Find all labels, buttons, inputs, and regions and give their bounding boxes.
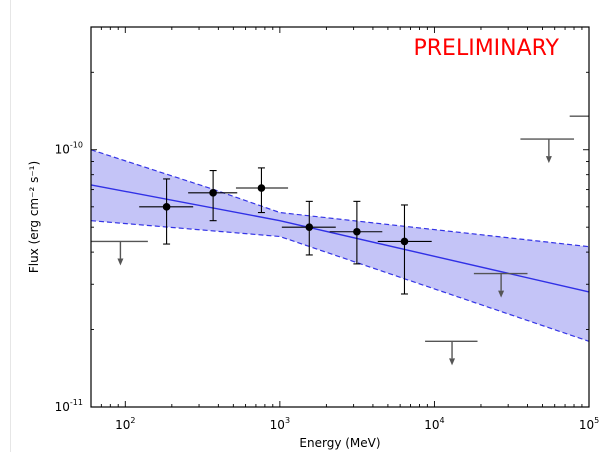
data-point-3 (281, 200, 336, 256)
left-border-rule (10, 0, 11, 452)
data-point-marker (257, 184, 266, 192)
data-point-marker (353, 227, 361, 236)
upper-limits-layer (91, 115, 589, 366)
data-point-0 (139, 178, 194, 245)
upper-limit-2 (473, 272, 528, 298)
data-point-marker (400, 237, 409, 246)
x-tick-label: 102 (115, 416, 135, 432)
data-point-marker (209, 189, 217, 197)
ticks-layer: 102 103 104 105 10-11 10-10 (55, 26, 599, 432)
upper-limit-arrowhead (449, 358, 456, 366)
data-point-4 (329, 200, 383, 265)
data-point-marker (162, 203, 171, 211)
data-point-marker (305, 223, 314, 231)
data-point-2 (235, 167, 289, 214)
best-fit-line (90, 184, 590, 293)
x-tick-label: 104 (424, 416, 444, 432)
upper-limit-1 (425, 340, 478, 366)
confidence-band-fill (91, 149, 589, 342)
x-axis-label: Energy (MeV) (299, 436, 380, 450)
upper-limit-arrowhead (117, 258, 124, 266)
data-point-1 (188, 170, 238, 222)
upper-limit-arrowhead (545, 156, 552, 164)
data-point-5 (377, 204, 432, 295)
x-tick-label: 105 (579, 416, 599, 432)
upper-limit-0 (91, 240, 148, 266)
plot-frame (90, 26, 590, 408)
data-points-layer (139, 167, 432, 295)
confidence-band-layer (90, 149, 590, 342)
band-upper-edge (90, 149, 590, 248)
preliminary-annotation: PRELIMINARY (414, 36, 560, 61)
y-axis-label: Flux (erg cm⁻² s⁻¹) (27, 161, 41, 273)
upper-limit-arrowhead (498, 290, 505, 298)
upper-limit-3 (520, 138, 575, 164)
y-tick-label: 10-11 (55, 398, 83, 414)
x-tick-label: 103 (270, 416, 290, 432)
y-tick-label: 10-10 (55, 141, 83, 157)
fit-line-layer (90, 184, 590, 293)
